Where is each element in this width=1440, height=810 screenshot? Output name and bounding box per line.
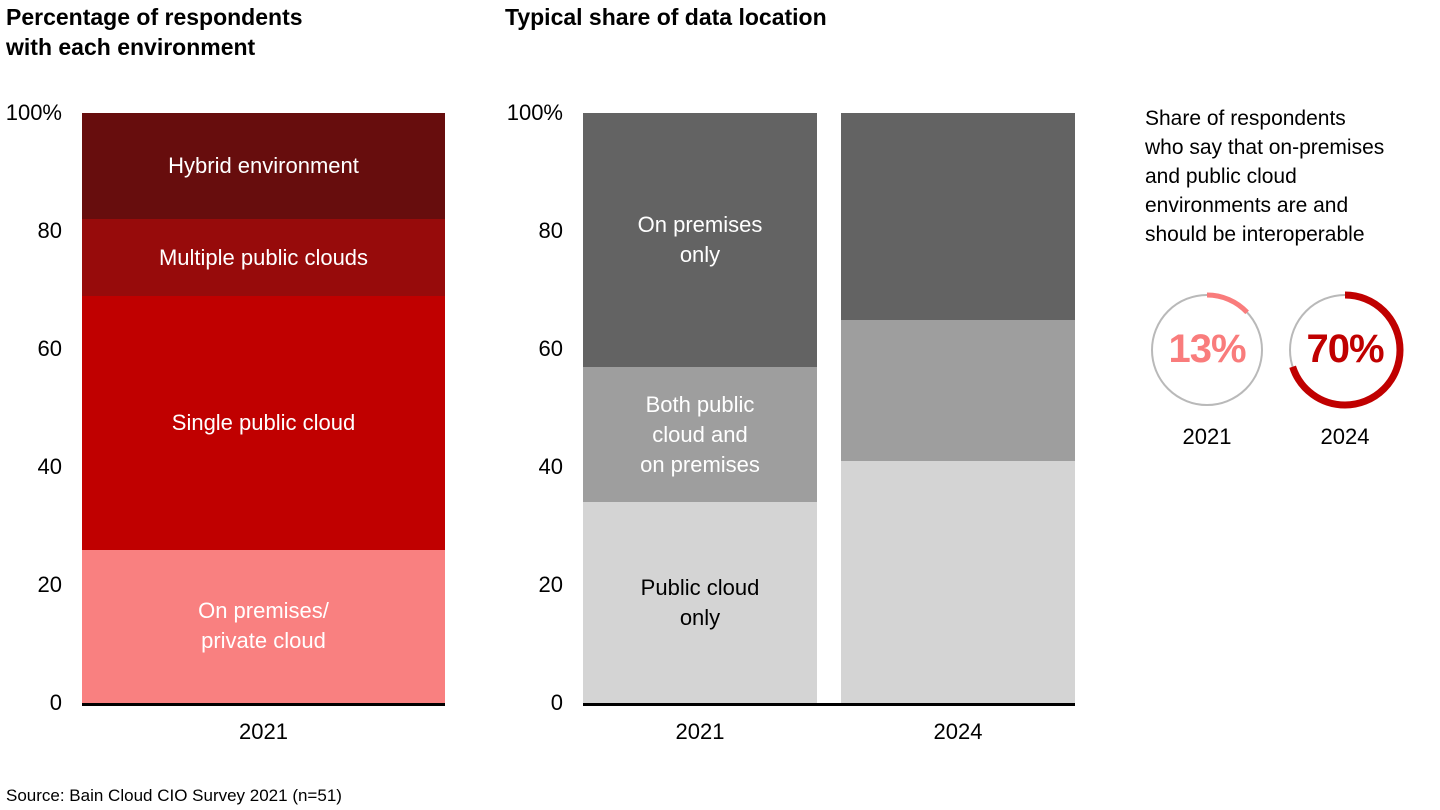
y-axis-tick-100: 100% (5, 100, 62, 125)
segment-both-public-cloud-and-on-premises: Both public cloud and on premises (583, 366, 817, 503)
segment-hybrid-environment: Hybrid environment (82, 113, 445, 220)
segment-label-multiple-public-clouds: Multiple public clouds (158, 244, 369, 270)
interoperability-panel: Share of respondents who say that on-pre… (1145, 105, 1440, 450)
donut-percentage-2021: 13% (1168, 327, 1246, 372)
y-axis-tick-0: 0 (550, 690, 563, 715)
x-axis-label-2021: 2021 (239, 719, 288, 744)
y-axis-tick-20: 20 (538, 572, 563, 597)
y-axis-tick-40: 40 (37, 454, 62, 479)
stacked-bar-2024 (841, 113, 1075, 703)
data-location-stacked-bar-chart: 0 20 40 60 80 100% Public cloud only Both publi… (507, 101, 1075, 744)
x-axis-line (583, 703, 1075, 706)
y-axis-tick-60: 60 (37, 336, 62, 361)
middle-chart-title: Typical share of data location (505, 4, 827, 30)
environment-stacked-bar-chart: 0 20 40 60 80 100% On premises/ private cloud S… (6, 101, 445, 744)
segment-on-premises-only (841, 113, 1075, 320)
donut-ring-2021: 13% (1145, 288, 1269, 412)
y-axis-tick-80: 80 (37, 218, 62, 243)
x-axis-line (82, 703, 445, 706)
stacked-bar-2021: On premises/ private cloud Single public … (82, 113, 445, 703)
segment-label-on-premises-only: On premises only (637, 211, 763, 267)
segment-public-cloud-only: Public cloud only (583, 502, 817, 703)
segment-single-public-cloud: Single public cloud (82, 295, 445, 550)
y-axis-tick-100: 100% (506, 100, 563, 125)
y-axis-tick-60: 60 (538, 336, 563, 361)
donut-percentage-2024: 70% (1306, 327, 1384, 372)
left-chart-title: Percentage of respondents with each envi… (6, 4, 303, 61)
donut-year-label-2021: 2021 (1182, 423, 1232, 449)
segment-both-public-cloud-and-on-premises (841, 319, 1075, 462)
donut-2021: 13% 2021 (1145, 288, 1269, 450)
y-axis-tick-0: 0 (49, 690, 62, 715)
segment-label-both-public-cloud-and-on-premises: Both public cloud and on premises (640, 391, 760, 477)
donut-year-label-2024: 2024 (1320, 423, 1370, 449)
donut-svg (1149, 292, 1265, 408)
interoperability-description: Share of respondents who say that on-pre… (1145, 107, 1385, 246)
x-axis-label-2024: 2024 (933, 719, 983, 744)
donut-ring-2024: 70% (1283, 288, 1407, 412)
donut-svg (1286, 291, 1404, 409)
y-axis-tick-40: 40 (538, 454, 563, 479)
x-axis-label-2021: 2021 (675, 719, 725, 744)
source-note: Source: Bain Cloud CIO Survey 2021 (n=51… (6, 786, 342, 805)
segment-label-on-premises-private-cloud: On premises/ private cloud (198, 598, 329, 654)
segment-multiple-public-clouds: Multiple public clouds (82, 219, 445, 296)
segment-label-single-public-cloud: Single public cloud (171, 409, 356, 435)
segment-on-premises-private-cloud: On premises/ private cloud (82, 549, 445, 703)
segment-on-premises-only: On premises only (583, 113, 817, 367)
y-axis-tick-80: 80 (538, 218, 563, 243)
donut-2024: 70% 2024 (1283, 288, 1407, 450)
segment-label-public-cloud-only: Public cloud only (640, 574, 760, 630)
donut-group: 13% 2021 70% 2024 (1145, 288, 1440, 450)
donut-progress-arc (1149, 292, 1265, 408)
segment-label-hybrid-environment: Hybrid environment (168, 153, 359, 179)
stacked-bar-2021: Public cloud only Both public cloud and o… (583, 113, 817, 703)
donut-progress-arc (1286, 291, 1404, 409)
y-axis-tick-20: 20 (37, 572, 62, 597)
segment-public-cloud-only (841, 461, 1075, 703)
